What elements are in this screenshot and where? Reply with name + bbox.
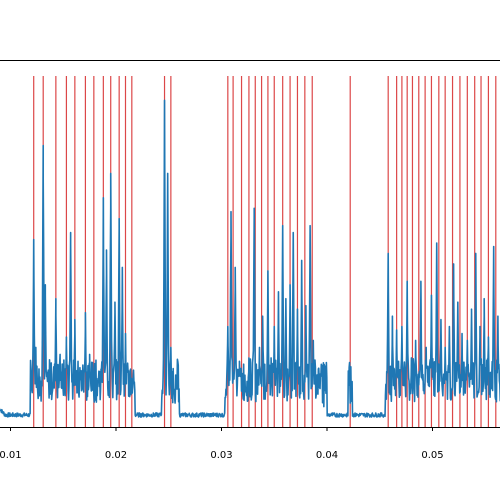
x-tick-label: 0.02: [105, 450, 127, 461]
signal-series: [0, 99, 500, 418]
signal-line: [0, 99, 500, 418]
x-axis-ticks: 0.01 0.02 0.03 0.04 0.05: [0, 427, 444, 461]
x-tick-label: 0.03: [210, 450, 232, 461]
x-tick-label: 0.05: [421, 450, 443, 461]
x-tick-label: 0.04: [316, 450, 338, 461]
x-tick-label: 0.01: [0, 450, 22, 461]
